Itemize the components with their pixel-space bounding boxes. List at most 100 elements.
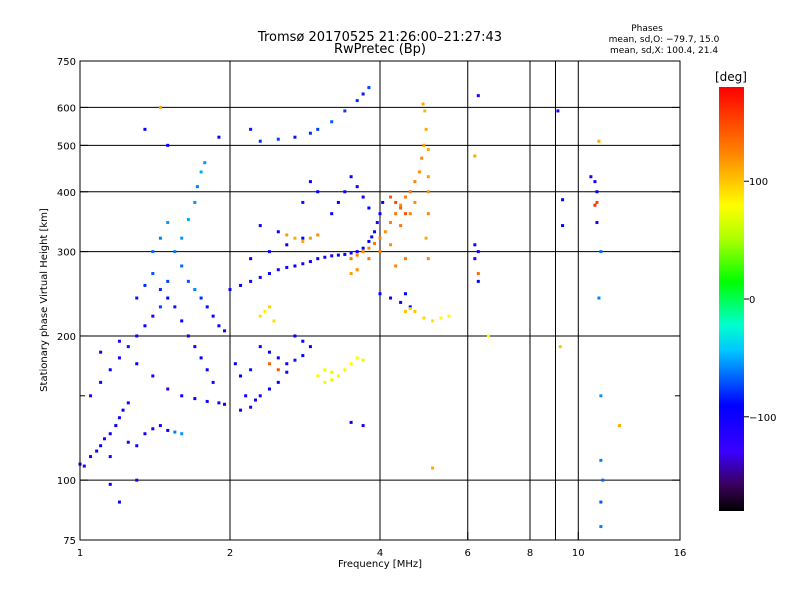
data-point bbox=[173, 305, 177, 309]
data-point bbox=[408, 307, 412, 311]
grid-lines bbox=[80, 61, 680, 540]
data-point bbox=[447, 314, 451, 318]
stats-line-o: mean, sd,O: −79.7, 15.0 bbox=[609, 35, 720, 45]
data-point bbox=[135, 478, 139, 482]
data-point bbox=[330, 370, 334, 374]
data-point bbox=[343, 109, 347, 113]
data-point bbox=[293, 236, 297, 240]
data-point bbox=[293, 334, 297, 338]
data-point bbox=[389, 195, 393, 199]
data-point bbox=[439, 316, 443, 320]
data-point bbox=[408, 305, 412, 309]
data-point bbox=[135, 296, 139, 300]
data-point bbox=[599, 458, 603, 462]
data-point bbox=[186, 279, 190, 283]
data-point bbox=[378, 250, 382, 254]
data-point bbox=[249, 127, 253, 131]
data-point bbox=[316, 233, 320, 237]
data-point bbox=[378, 236, 382, 240]
chart-subtitle: RwPretec (Bp) bbox=[334, 42, 426, 57]
data-point bbox=[205, 399, 209, 403]
data-point bbox=[381, 200, 385, 204]
data-point bbox=[199, 296, 203, 300]
y-axis-label: Stationary phase Virtual Height [km] bbox=[39, 208, 50, 392]
data-point bbox=[166, 221, 170, 225]
data-point bbox=[355, 268, 359, 272]
data-point bbox=[361, 195, 365, 199]
x-tick-label: 10 bbox=[572, 548, 585, 559]
data-point bbox=[99, 444, 103, 448]
data-point bbox=[336, 374, 340, 378]
data-point bbox=[263, 309, 267, 313]
data-point bbox=[99, 350, 103, 354]
data-point bbox=[143, 127, 147, 131]
data-point bbox=[330, 378, 334, 382]
data-point bbox=[330, 120, 334, 124]
data-point bbox=[413, 200, 417, 204]
data-point bbox=[424, 127, 428, 131]
data-point bbox=[431, 466, 435, 470]
data-point bbox=[267, 387, 271, 391]
data-point bbox=[143, 432, 147, 436]
data-point bbox=[267, 362, 271, 366]
data-point bbox=[158, 424, 162, 428]
data-point bbox=[389, 296, 393, 300]
data-point bbox=[258, 394, 262, 398]
data-point bbox=[316, 190, 320, 194]
data-point bbox=[180, 432, 184, 436]
data-point bbox=[601, 478, 605, 482]
colorbar-label: [deg] bbox=[715, 70, 747, 84]
data-point bbox=[330, 212, 334, 216]
y-tick-label: 750 bbox=[57, 57, 76, 68]
colorbar-tick-label: 0 bbox=[749, 295, 755, 306]
data-point bbox=[343, 252, 347, 256]
data-point bbox=[473, 257, 477, 261]
data-point bbox=[95, 449, 99, 453]
data-point bbox=[420, 156, 424, 160]
data-point bbox=[151, 314, 155, 318]
y-tick-label: 300 bbox=[57, 248, 76, 259]
data-point bbox=[561, 198, 565, 202]
x-tick-label: 6 bbox=[465, 548, 471, 559]
data-point bbox=[383, 230, 387, 234]
data-point bbox=[408, 190, 412, 194]
data-point bbox=[117, 500, 121, 504]
data-point bbox=[323, 368, 327, 372]
data-point bbox=[199, 170, 203, 174]
data-point bbox=[308, 236, 312, 240]
data-point bbox=[135, 444, 139, 448]
data-point bbox=[186, 334, 190, 338]
data-point bbox=[476, 279, 480, 283]
data-point bbox=[258, 139, 262, 143]
data-point bbox=[316, 374, 320, 378]
data-point bbox=[355, 185, 359, 189]
data-point bbox=[223, 329, 227, 333]
data-point bbox=[151, 427, 155, 431]
data-point bbox=[422, 316, 426, 320]
data-point bbox=[556, 109, 560, 113]
data-point bbox=[373, 230, 377, 234]
data-point bbox=[228, 288, 232, 292]
data-point bbox=[476, 94, 480, 98]
data-point bbox=[143, 283, 147, 287]
data-point bbox=[239, 408, 243, 412]
stats-line-x: mean, sd,X: 100.4, 21.4 bbox=[610, 46, 718, 56]
data-point bbox=[121, 408, 125, 412]
data-point bbox=[244, 394, 248, 398]
data-point bbox=[561, 224, 565, 228]
data-point bbox=[267, 250, 271, 254]
data-point bbox=[158, 105, 162, 109]
data-point bbox=[166, 143, 170, 147]
data-point bbox=[399, 300, 403, 304]
data-point bbox=[285, 243, 289, 247]
data-point bbox=[323, 380, 327, 384]
data-point bbox=[211, 380, 215, 384]
data-point bbox=[276, 268, 280, 272]
data-point bbox=[249, 405, 253, 409]
data-point bbox=[476, 250, 480, 254]
data-point bbox=[108, 455, 112, 459]
data-point bbox=[473, 243, 477, 247]
data-point bbox=[267, 305, 271, 309]
data-point bbox=[276, 137, 280, 141]
data-point bbox=[301, 354, 305, 358]
